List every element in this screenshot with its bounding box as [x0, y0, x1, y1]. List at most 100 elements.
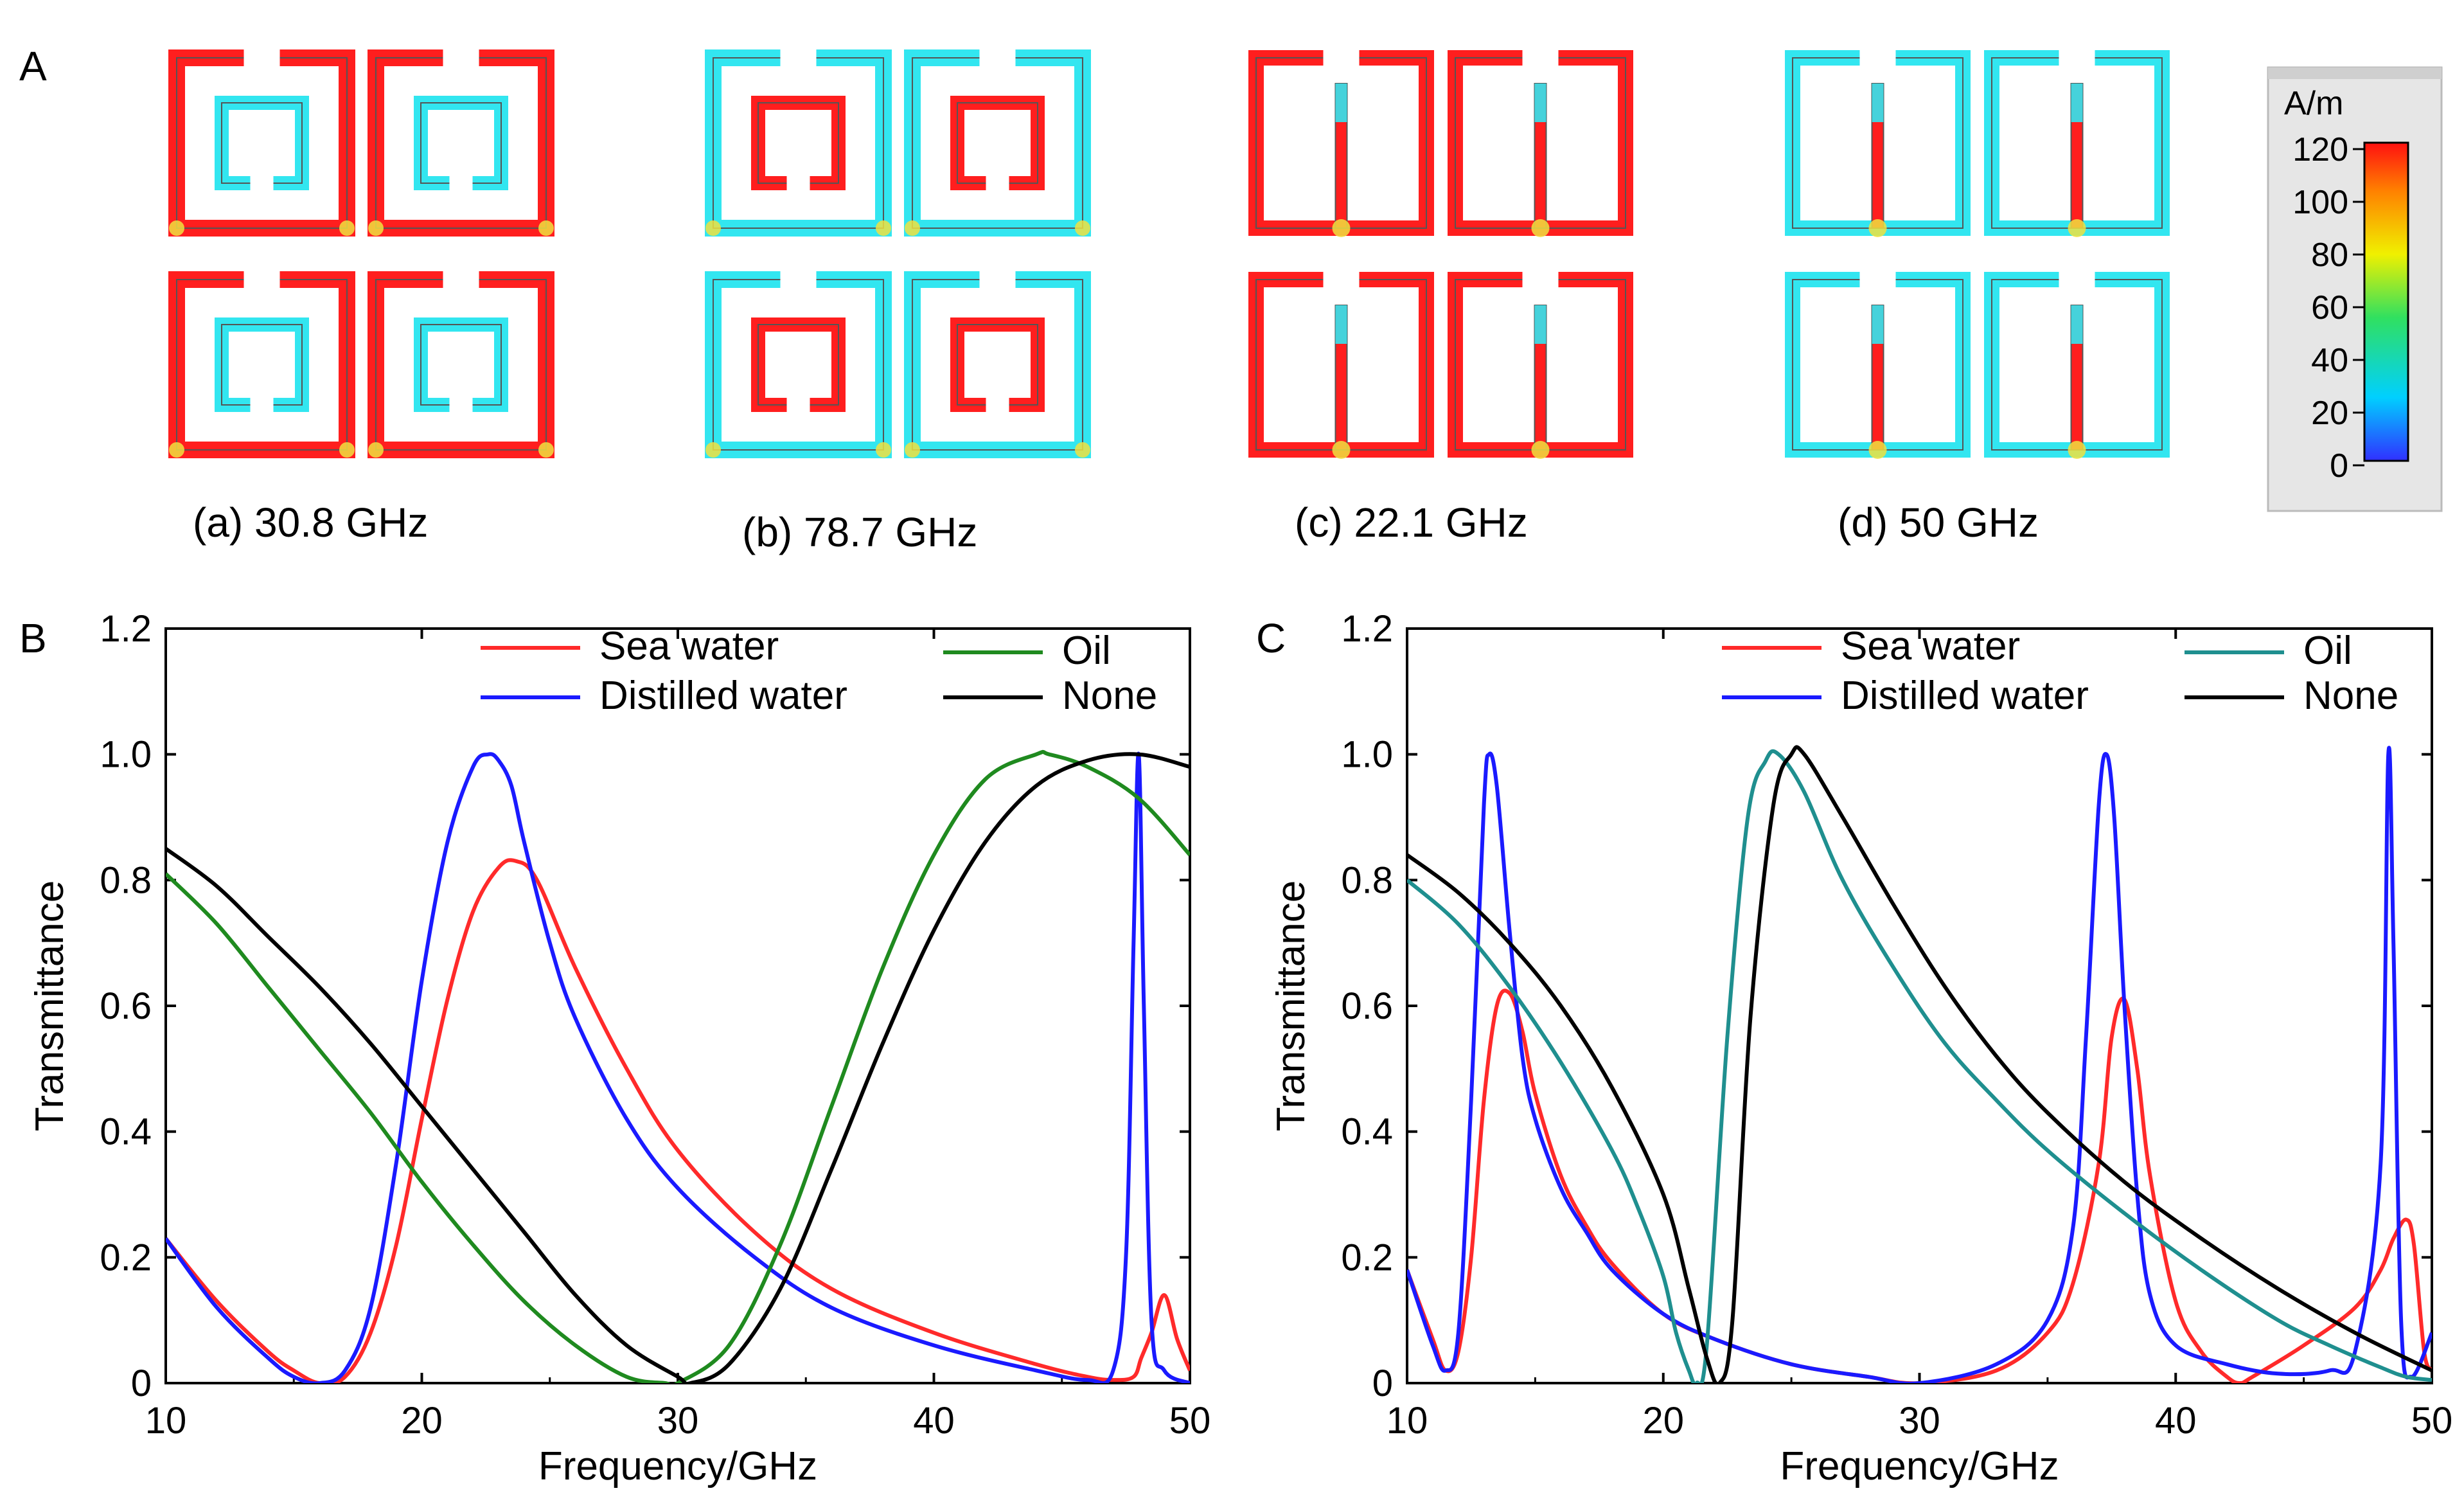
outer-ring-edge — [713, 57, 884, 229]
y-tick-label: 1.0 — [1341, 734, 1393, 776]
legend-label: None — [2303, 674, 2398, 718]
outer-ring-edge — [375, 57, 547, 229]
colorbar-ticks: 120 100 80 60 40 20 0 — [2292, 131, 2364, 485]
inner-ring — [414, 317, 508, 412]
y-tick-label: 0 — [1372, 1363, 1393, 1404]
outer-ring — [168, 271, 355, 458]
colorbar-tick-label: 0 — [2330, 447, 2348, 485]
inner-ring — [414, 96, 508, 190]
x-tick-label: 50 — [2411, 1400, 2453, 1442]
hotspot — [1332, 219, 1351, 237]
colorbar-tick-label: 40 — [2311, 342, 2348, 379]
outer-ring — [705, 49, 892, 237]
stub-tip — [1872, 305, 1884, 344]
panel-label-a: A — [19, 43, 47, 89]
stub-tip — [1335, 84, 1347, 122]
legend-label: Distilled water — [599, 674, 847, 718]
inner-ring — [751, 96, 846, 190]
hotspot — [876, 442, 891, 458]
stub-tip — [2071, 84, 2083, 122]
hotspot — [1868, 441, 1887, 459]
hotspot — [2068, 441, 2086, 459]
unit-cell-3 — [1984, 272, 2170, 459]
simulation-b — [705, 49, 1091, 458]
colorbar-tick-label: 60 — [2311, 289, 2348, 326]
unit-cell-3 — [904, 271, 1091, 458]
inner-ring-edge — [420, 102, 502, 184]
inner-ring-edge — [221, 102, 303, 184]
x-tick-label: 10 — [145, 1400, 187, 1442]
colorbar-gradient — [2363, 141, 2409, 462]
series-line-none — [1407, 745, 2432, 1383]
outer-ring-edge — [176, 279, 348, 451]
stub-tip — [1534, 305, 1547, 344]
outer-ring-edge — [713, 279, 884, 451]
y-tick-label: 0.6 — [100, 985, 152, 1027]
unit-cell-3 — [368, 271, 554, 458]
hotspot — [169, 442, 184, 458]
unit-cell-2 — [1785, 272, 1971, 459]
y-axis-label: Transmittance — [1269, 881, 1313, 1132]
x-tick-label: 40 — [2155, 1400, 2197, 1442]
x-tick-label: 10 — [1387, 1400, 1428, 1442]
x-tick-label: 20 — [1642, 1400, 1684, 1442]
x-tick-label: 30 — [657, 1400, 699, 1442]
simulation-c — [1248, 50, 1633, 459]
y-tick-label: 0.6 — [1341, 985, 1393, 1027]
y-axis-label: Transmittance — [28, 881, 72, 1132]
inner-ring — [751, 317, 846, 412]
chart-c: 10 20 30 40 50 0 0.2 0.4 0.6 0.8 1.0 1.2 Frequency/G… — [1269, 608, 2452, 1489]
colorbar-tick-label: 100 — [2292, 184, 2348, 221]
inner-ring — [215, 96, 309, 190]
colorbar-tick-label: 120 — [2292, 131, 2348, 168]
unit-cell-0 — [1248, 50, 1434, 237]
hotspot — [538, 442, 554, 458]
series-line-distilled-water — [166, 751, 1190, 1383]
simulation-d — [1785, 50, 2170, 459]
series-line-distilled-water — [1407, 746, 2432, 1383]
series-line-sea-water — [166, 858, 1190, 1383]
series-line-oil — [166, 749, 1190, 1383]
stub-tip — [1534, 84, 1547, 122]
outer-ring-edge — [912, 57, 1083, 229]
outer-ring — [904, 271, 1091, 458]
hotspot — [1075, 442, 1090, 458]
inner-ring-edge — [957, 102, 1038, 184]
y-tick-label: 0.2 — [1341, 1237, 1393, 1278]
hotspot — [169, 220, 184, 236]
outer-ring-edge — [176, 57, 348, 229]
x-tick-label: 40 — [913, 1400, 955, 1442]
x-tick-label: 30 — [1899, 1400, 1940, 1442]
caption-d: (d) 50 GHz — [1838, 499, 2039, 546]
inner-ring-edge — [758, 324, 839, 406]
outer-ring — [168, 49, 355, 237]
unit-cell-2 — [705, 271, 892, 458]
hotspot — [1868, 219, 1887, 237]
inner-ring-edge — [758, 102, 839, 184]
hotspot — [1332, 441, 1351, 459]
x-tick-label: 20 — [401, 1400, 443, 1442]
hotspot — [538, 220, 554, 236]
y-tick-label: 1.0 — [100, 734, 152, 776]
inner-ring — [215, 317, 309, 412]
hotspot — [368, 442, 384, 458]
outer-ring — [705, 271, 892, 458]
outer-ring-edge — [375, 279, 547, 451]
y-tick-label: 1.2 — [100, 608, 152, 650]
hotspot — [1531, 441, 1550, 459]
series-group — [166, 749, 1190, 1383]
legend-label: Sea water — [1841, 624, 2020, 668]
legend-label: Oil — [1062, 629, 1111, 673]
unit-cell-2 — [168, 271, 355, 458]
y-tick-label: 0.8 — [1341, 859, 1393, 901]
unit-cell-2 — [1248, 272, 1434, 459]
hotspot — [339, 442, 355, 458]
inner-ring — [950, 96, 1045, 190]
y-tick-label: 0 — [131, 1363, 152, 1404]
legend-label: None — [1062, 674, 1157, 718]
hotspot — [876, 220, 891, 236]
unit-cell-1 — [904, 49, 1091, 237]
y-tick-label: 0.4 — [100, 1111, 152, 1153]
